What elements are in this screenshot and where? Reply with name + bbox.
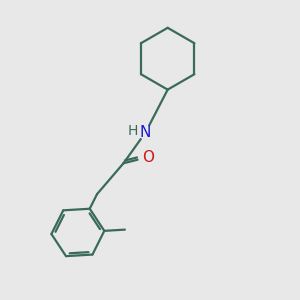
Text: O: O xyxy=(142,150,154,165)
Text: N: N xyxy=(140,125,151,140)
Text: H: H xyxy=(127,124,137,138)
